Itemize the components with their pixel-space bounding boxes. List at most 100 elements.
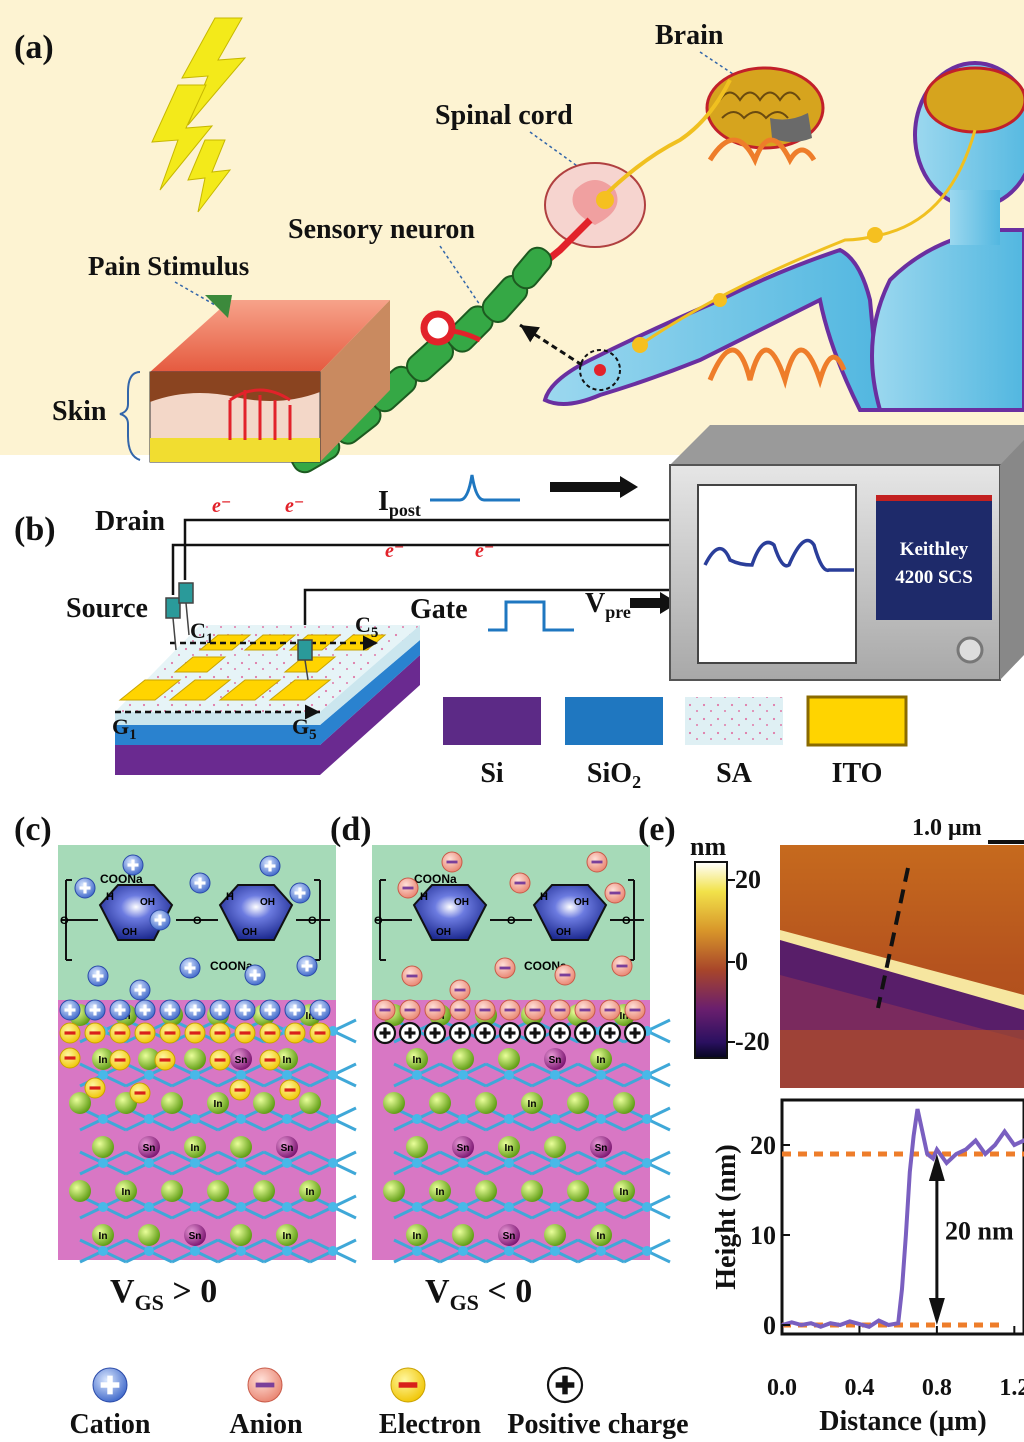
tin-atom xyxy=(498,1224,520,1246)
panel-e-label: (e) xyxy=(638,811,676,848)
atom-label: O xyxy=(60,915,69,927)
anion-icon xyxy=(401,965,423,987)
oxygen-atom xyxy=(144,1202,154,1212)
instrument-knob-icon xyxy=(956,636,984,664)
x-tick-label: 0.0 xyxy=(767,1375,797,1401)
oxygen-atom xyxy=(412,1158,422,1168)
step-height-annotation: 20 nm xyxy=(945,1217,1014,1246)
stimulus-circle xyxy=(579,349,621,391)
arrow-icon xyxy=(630,592,678,614)
atom-label: OH xyxy=(260,897,275,908)
oxygen-atom xyxy=(412,1070,422,1080)
tin-atom xyxy=(590,1136,612,1158)
atom-label: OH xyxy=(574,897,589,908)
anion-icon xyxy=(441,851,463,873)
electron-icon xyxy=(154,1049,176,1071)
panel-c-label: (c) xyxy=(14,811,52,848)
height-profile-chart: 20 nm 0.0 0.4 0.8 1.2 0 10 20 xyxy=(750,1098,1024,1401)
indium-atom xyxy=(383,1092,405,1114)
arrow-icon xyxy=(550,476,638,498)
g5-label: G5 xyxy=(292,714,317,743)
atom-label: In xyxy=(122,1187,131,1198)
electron-label: e⁻ xyxy=(212,495,231,517)
oxygen-atom xyxy=(412,1114,422,1124)
electron-icon xyxy=(259,1049,281,1071)
indium-atom xyxy=(613,1092,635,1114)
oxygen-atom xyxy=(236,1070,246,1080)
atom-label: Sn xyxy=(189,1231,202,1242)
indium-atom xyxy=(138,1224,160,1246)
cation-layer xyxy=(59,854,331,1104)
x-tick-label: 0.4 xyxy=(844,1375,874,1401)
oxygen-atom xyxy=(236,1114,246,1124)
electron-icon xyxy=(184,1022,206,1044)
atom-label: In xyxy=(597,1055,606,1066)
oxygen-atom xyxy=(642,1114,652,1124)
oxygen-atom xyxy=(144,1246,154,1256)
skin-block xyxy=(149,300,390,463)
oxygen-atom xyxy=(98,1070,108,1080)
oxygen-atom xyxy=(504,1114,514,1124)
atom-label: H xyxy=(540,891,548,903)
oxygen-atom xyxy=(596,1070,606,1080)
oxygen-atom xyxy=(642,1246,652,1256)
electron-icon xyxy=(309,1022,331,1044)
oxygen-atom xyxy=(458,1158,468,1168)
oxygen-atom xyxy=(328,1026,338,1036)
colorbar-tick-label: 0 xyxy=(735,947,748,976)
vpre-label: Vpre xyxy=(585,588,631,622)
oxygen-atom xyxy=(236,1202,246,1212)
oxygen-atom xyxy=(282,1246,292,1256)
atom-label: OH xyxy=(556,927,571,938)
stimulus-arrow xyxy=(519,323,583,367)
electron-icon xyxy=(59,1047,81,1069)
indium-atom xyxy=(184,1048,206,1070)
cation-icon xyxy=(189,872,211,894)
spinal-cord-icon xyxy=(544,79,732,248)
atom-label: O xyxy=(374,915,383,927)
colorbar-unit: nm xyxy=(690,832,726,861)
cation-icon xyxy=(244,964,266,986)
electron-icon xyxy=(84,1077,106,1099)
anion-icon xyxy=(549,999,571,1021)
oxygen-atom xyxy=(596,1158,606,1168)
charge-legend: Cation Anion Electron Positive charge xyxy=(70,1366,689,1440)
oxygen-atom xyxy=(328,1202,338,1212)
oxygen-atom xyxy=(642,1202,652,1212)
indium-atom xyxy=(299,1180,321,1202)
anion-icon xyxy=(474,999,496,1021)
x-tick-label: 0.8 xyxy=(922,1375,952,1401)
pain-stimulus-label: Pain Stimulus xyxy=(88,251,249,281)
indium-atom xyxy=(452,1048,474,1070)
oxygen-atom xyxy=(190,1202,200,1212)
spinal-cord-label: Spinal cord xyxy=(435,100,573,131)
electron-icon xyxy=(209,1049,231,1071)
ipost-label: Ipost xyxy=(378,486,421,520)
cation-icon xyxy=(234,999,256,1021)
oxygen-atom xyxy=(190,1070,200,1080)
anion-icon xyxy=(554,964,576,986)
cation-icon xyxy=(134,999,156,1021)
indium-atom xyxy=(230,1136,252,1158)
oxygen-atom xyxy=(550,1246,560,1256)
electron-icon xyxy=(59,1022,81,1044)
oxygen-atom xyxy=(504,1246,514,1256)
atom-label: In xyxy=(436,1187,445,1198)
brain-label: Brain xyxy=(655,20,724,51)
atom-label: In xyxy=(99,1231,108,1242)
oxygen-atom xyxy=(504,1158,514,1168)
coona-label: COONa xyxy=(210,959,253,973)
cation-icon xyxy=(149,909,171,931)
legend-label: SiO2 xyxy=(587,758,641,792)
atom-label: Sn xyxy=(281,1143,294,1154)
positive-charge-icon xyxy=(373,1021,397,1045)
oxygen-atom xyxy=(98,1202,108,1212)
oxygen-atom xyxy=(328,1158,338,1168)
electron-icon xyxy=(284,1022,306,1044)
cation-icon xyxy=(284,999,306,1021)
legend-label: Electron xyxy=(379,1409,482,1440)
atom-label: In xyxy=(214,1099,223,1110)
human-figure-icon xyxy=(542,61,1024,412)
